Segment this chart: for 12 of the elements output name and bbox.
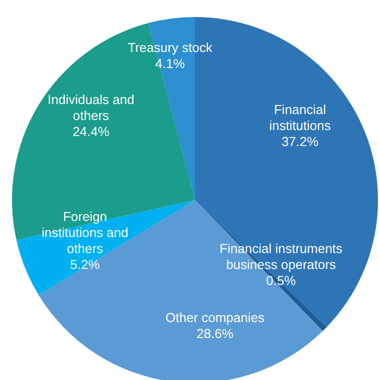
slice-label: Financial instruments business operators — [220, 240, 343, 272]
slice-label: Individuals and others — [48, 92, 134, 122]
data-label: 0.5% — [266, 272, 296, 288]
data-label: 5.2% — [70, 256, 100, 272]
slice-label: Financial institutions — [269, 102, 332, 132]
data-label: 4.1% — [155, 56, 186, 70]
data-label: 37.2% — [282, 134, 319, 148]
data-label: 28.6% — [196, 326, 234, 340]
data-label: 24.4% — [72, 124, 110, 138]
slice-label: Treasury stock — [128, 40, 213, 54]
slice-label: Foreign institutions and others — [42, 208, 128, 256]
slice-label: Other companies — [166, 310, 265, 324]
